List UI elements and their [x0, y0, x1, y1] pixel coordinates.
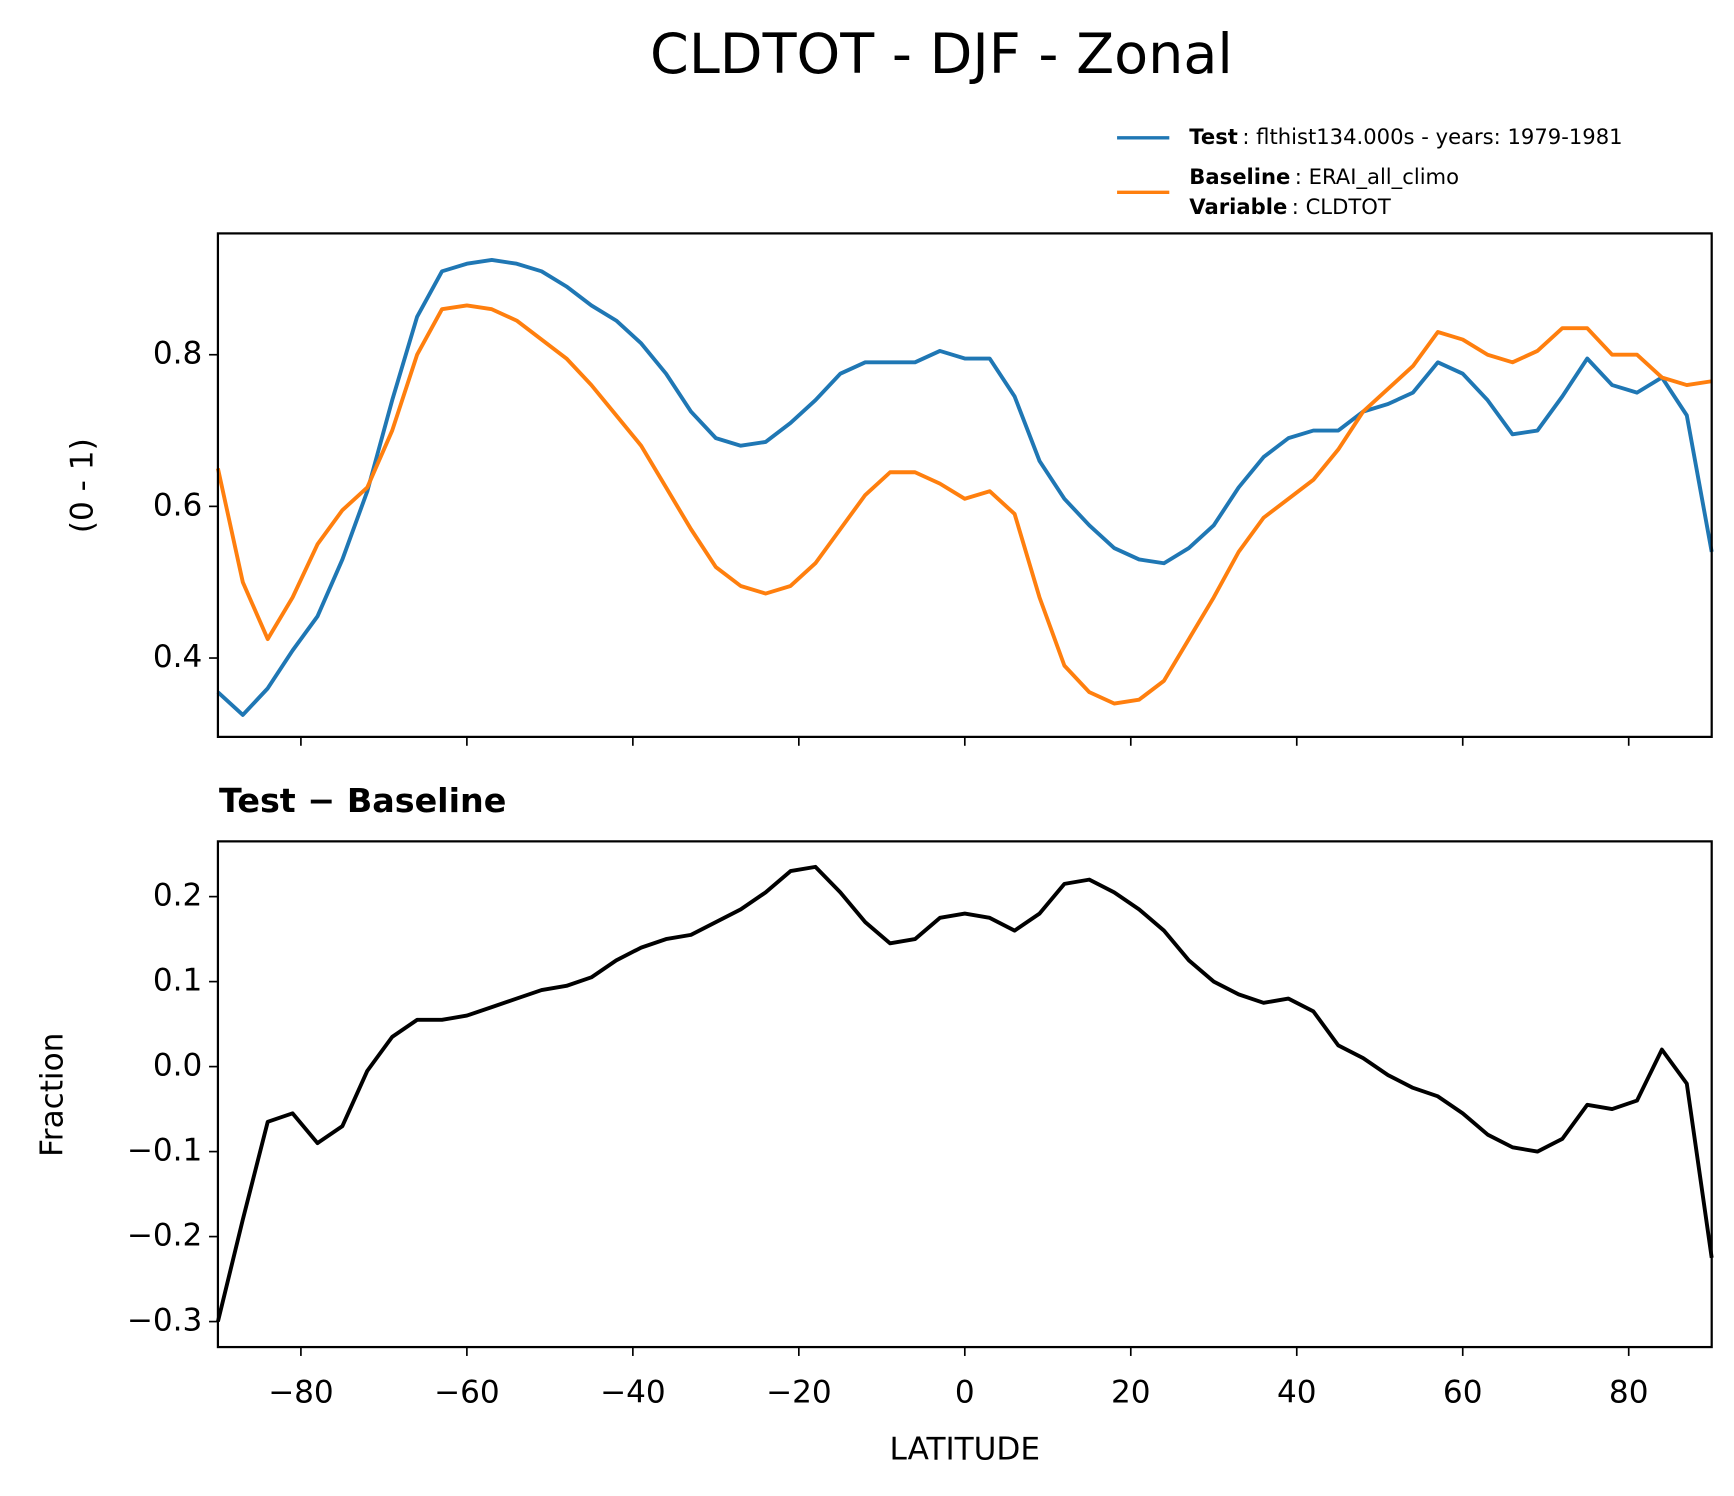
y-tick-label: 0.8 [153, 336, 202, 372]
x-tick-label: 80 [1609, 1375, 1649, 1411]
y-tick-label: 0.6 [153, 487, 202, 523]
legend-description: : CLDTOT [1292, 194, 1391, 219]
figure-title: CLDTOT - DJF - Zonal [650, 22, 1233, 87]
legend-name: Baseline [1189, 164, 1290, 189]
y-tick-label: 0.4 [153, 639, 202, 675]
data-line [216, 257, 1714, 717]
y-tick-label: −0.3 [127, 1303, 203, 1339]
x-tick-label: −40 [600, 1375, 666, 1411]
y-tick-label: −0.2 [127, 1218, 203, 1254]
panel-title: Test − Baseline [219, 781, 506, 820]
y-tick-label: 0.0 [153, 1048, 202, 1084]
x-tick-label: 20 [1111, 1375, 1151, 1411]
y-tick-label: 0.2 [153, 878, 202, 914]
x-tick-label: 60 [1443, 1375, 1483, 1411]
x-axis-label: LATITUDE [890, 1431, 1040, 1467]
legend: Test: flthist134.000s - years: 1979-1981… [1117, 124, 1623, 219]
x-tick-label: −60 [434, 1375, 500, 1411]
data-line [216, 864, 1714, 1323]
y-axis-label: (0 - 1) [64, 438, 100, 533]
legend-label: Test: flthist134.000s - years: 1979-1981 [1189, 124, 1622, 149]
legend-label: Variable: CLDTOT [1189, 194, 1391, 219]
legend-name: Variable [1189, 194, 1287, 219]
axes-frame [216, 840, 1713, 1349]
x-tick-label: −80 [268, 1375, 334, 1411]
x-tick-label: 0 [955, 1375, 975, 1411]
legend-description: : ERAI_all_climo [1295, 164, 1459, 190]
y-tick-label: 0.1 [153, 963, 202, 999]
legend-label: Baseline: ERAI_all_climo [1189, 164, 1459, 190]
axes-frame [216, 232, 1713, 738]
legend-name: Test [1189, 124, 1238, 149]
x-tick-label: −20 [766, 1375, 832, 1411]
y-axis-label: Fraction [34, 1033, 70, 1157]
y-tick-label: −0.1 [127, 1133, 203, 1169]
x-tick-label: 40 [1277, 1375, 1317, 1411]
data-line [216, 303, 1712, 706]
legend-description: : flthist134.000s - years: 1979-1981 [1242, 124, 1622, 149]
